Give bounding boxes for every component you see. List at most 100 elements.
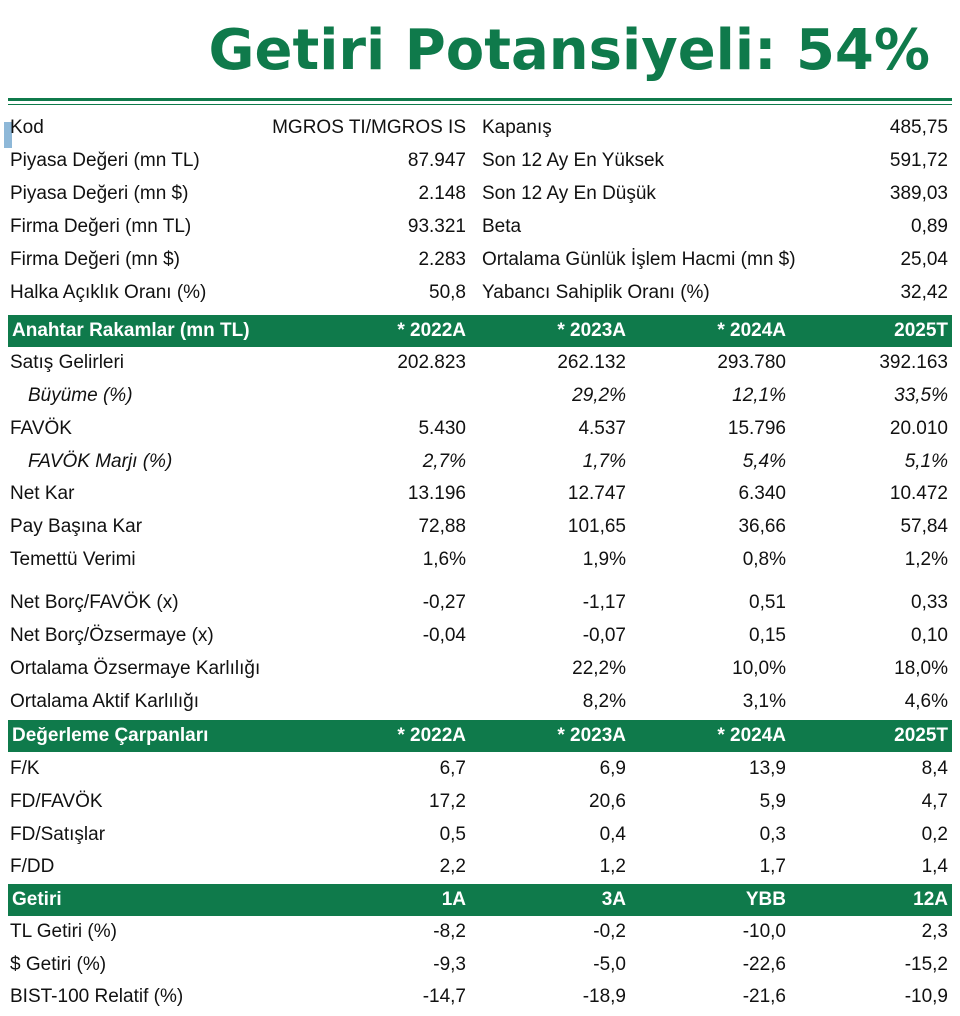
row-label: BIST-100 Relatif (%) [10, 986, 184, 1007]
cell-value: 72,88 [418, 516, 466, 537]
row-label: FD/Satışlar [10, 824, 106, 845]
table-row: Ortalama Özsermaye Karlılığı 22,2% 10,0%… [8, 653, 952, 686]
cell-value: 1,2% [904, 549, 948, 570]
info-value: 485,75 [889, 117, 948, 138]
info-value: 0,89 [911, 216, 948, 237]
row-label: Net Kar [10, 483, 75, 504]
info-value: 32,42 [900, 282, 948, 303]
cell-value: 392.163 [879, 352, 948, 373]
cell-value: 20.010 [889, 418, 948, 439]
cell-value: 6,9 [599, 758, 626, 779]
table-row: F/K 6,7 6,9 13,9 8,4 [8, 753, 952, 786]
cell-value: 4.537 [578, 418, 626, 439]
info-value: MGROS TI/MGROS IS [272, 117, 466, 138]
cell-value: 4,6% [904, 691, 948, 712]
cell-value: -15,2 [904, 954, 948, 975]
row-label: Net Borç/Özsermaye (x) [10, 625, 214, 646]
cell-value: -0,07 [582, 625, 626, 646]
table-row: $ Getiri (%) -9,3 -5,0 -22,6 -15,2 [8, 949, 952, 982]
table-row: F/DD 2,2 1,2 1,7 1,4 [8, 851, 952, 884]
cell-value: 13.196 [407, 483, 466, 504]
row-label: Temettü Verimi [10, 549, 136, 570]
info-label: Firma Değeri (mn TL) [10, 216, 192, 237]
returns-header: Getiri 1A 3A YBB 12A [8, 884, 952, 916]
valuation-header: Değerleme Çarpanları * 2022A * 2023A * 2… [8, 720, 952, 752]
table-row: FD/FAVÖK 17,2 20,6 5,9 4,7 [8, 786, 952, 819]
cell-value: 36,66 [738, 516, 786, 537]
section-title: Getiri [12, 889, 62, 910]
cell-value: 8,2% [582, 691, 626, 712]
info-value: 389,03 [889, 183, 948, 204]
info-value: 50,8 [429, 282, 466, 303]
row-label: F/DD [10, 856, 55, 877]
section-title: Değerleme Çarpanları [12, 725, 209, 746]
info-row-ev-tl: Firma Değeri (mn TL) 93.321 Beta 0,89 [8, 211, 952, 244]
cell-value: 0,5 [439, 824, 466, 845]
cell-value: 6.340 [738, 483, 786, 504]
cell-value: 1,2 [599, 856, 626, 877]
row-label: TL Getiri (%) [10, 921, 117, 942]
summary-info-table: Kod MGROS TI/MGROS IS Kapanış 485,75 Piy… [8, 112, 952, 310]
cell-value: -0,2 [593, 921, 626, 942]
cell-value: 5.430 [418, 418, 466, 439]
cell-value: -10,9 [904, 986, 948, 1007]
column-header: * 2024A [717, 320, 786, 341]
key-figures-header: Anahtar Rakamlar (mn TL) * 2022A * 2023A… [8, 315, 952, 347]
row-label: Pay Başına Kar [10, 516, 143, 537]
top-rule [8, 98, 952, 101]
page-title: Getiri Potansiyeli: 54% [208, 18, 931, 83]
info-row-code: Kod MGROS TI/MGROS IS Kapanış 485,75 [8, 112, 952, 145]
info-label: Son 12 Ay En Düşük [482, 183, 656, 204]
table-row: Net Borç/Özsermaye (x) -0,04 -0,07 0,15 … [8, 620, 952, 653]
selection-marker [4, 122, 12, 148]
column-header: * 2024A [717, 725, 786, 746]
table-row: FAVÖK 5.430 4.537 15.796 20.010 [8, 413, 952, 446]
cell-value: 4,7 [921, 791, 948, 812]
table-row: Temettü Verimi 1,6% 1,9% 0,8% 1,2% [8, 544, 952, 577]
table-row: FD/Satışlar 0,5 0,4 0,3 0,2 [8, 819, 952, 852]
info-label: Kapanış [482, 117, 552, 138]
row-label: $ Getiri (%) [10, 954, 107, 975]
column-header: * 2023A [557, 320, 626, 341]
info-value: 2.148 [418, 183, 466, 204]
info-value: 2.283 [418, 249, 466, 270]
info-row-ev-usd: Firma Değeri (mn $) 2.283 Ortalama Günlü… [8, 244, 952, 277]
table-row: FAVÖK Marjı (%) 2,7% 1,7% 5,4% 5,1% [8, 446, 952, 479]
column-header: 3A [601, 889, 626, 910]
cell-value: -8,2 [433, 921, 466, 942]
table-row: Büyüme (%) 29,2% 12,1% 33,5% [8, 380, 952, 413]
cell-value: 8,4 [921, 758, 948, 779]
cell-value: 101,65 [567, 516, 626, 537]
cell-value: 1,7% [582, 451, 626, 472]
table-row: Pay Başına Kar 72,88 101,65 36,66 57,84 [8, 511, 952, 544]
cell-value: 293.780 [717, 352, 786, 373]
info-label: Halka Açıklık Oranı (%) [10, 282, 207, 303]
cell-value: -0,27 [422, 592, 466, 613]
cell-value: 3,1% [742, 691, 786, 712]
row-label: Ortalama Özsermaye Karlılığı [10, 658, 261, 679]
row-label: Net Borç/FAVÖK (x) [10, 592, 179, 613]
info-row-market-cap-tl: Piyasa Değeri (mn TL) 87.947 Son 12 Ay E… [8, 145, 952, 178]
cell-value: 2,2 [439, 856, 466, 877]
cell-value: 5,1% [904, 451, 948, 472]
cell-value: 1,7 [759, 856, 786, 877]
row-label: Büyüme (%) [28, 385, 133, 406]
table-row: Net Borç/FAVÖK (x) -0,27 -1,17 0,51 0,33 [8, 587, 952, 620]
info-label: Beta [482, 216, 522, 237]
cell-value: 20,6 [589, 791, 626, 812]
cell-value: 17,2 [429, 791, 466, 812]
column-header: 2025T [894, 320, 948, 341]
info-label: Yabancı Sahiplik Oranı (%) [482, 282, 710, 303]
cell-value: 22,2% [572, 658, 626, 679]
row-label: FD/FAVÖK [10, 791, 103, 812]
cell-value: -1,17 [582, 592, 626, 613]
row-label: Ortalama Aktif Karlılığı [10, 691, 200, 712]
table-row: TL Getiri (%) -8,2 -0,2 -10,0 2,3 [8, 916, 952, 949]
cell-value: 18,0% [894, 658, 948, 679]
row-label: F/K [10, 758, 40, 779]
column-header: * 2023A [557, 725, 626, 746]
cell-value: 10,0% [732, 658, 786, 679]
cell-value: 0,10 [911, 625, 948, 646]
cell-value: 2,7% [422, 451, 466, 472]
info-label: Piyasa Değeri (mn TL) [10, 150, 200, 171]
